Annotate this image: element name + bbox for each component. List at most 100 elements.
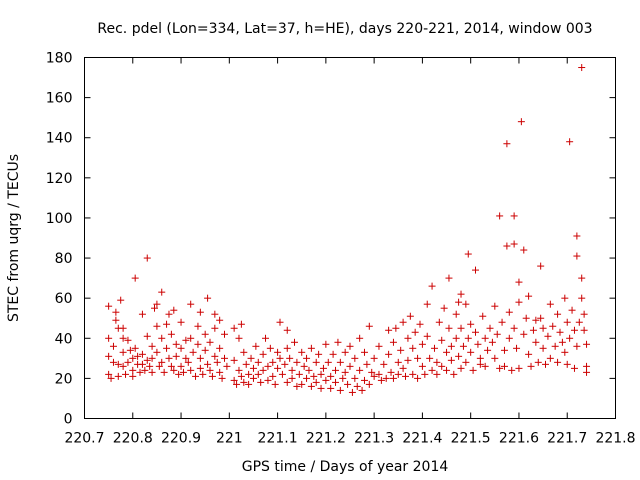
data-point xyxy=(554,358,562,366)
data-point xyxy=(537,262,545,270)
data-point xyxy=(496,212,504,220)
x-axis: 220.7 220.8 220.9 221 221.1 221.2 221.3 221.4 22… xyxy=(64,57,636,447)
data-point xyxy=(481,334,489,342)
data-point xyxy=(170,366,178,374)
data-point xyxy=(426,354,434,362)
data-point xyxy=(206,366,214,374)
data-point xyxy=(216,368,224,376)
data-point xyxy=(423,332,431,340)
data-point xyxy=(532,338,540,346)
data-point xyxy=(580,310,588,318)
data-point xyxy=(472,328,480,336)
data-point xyxy=(213,358,221,366)
data-point xyxy=(281,360,289,368)
data-point xyxy=(542,360,550,368)
plot-frame xyxy=(84,57,616,419)
data-point xyxy=(539,344,547,352)
data-point xyxy=(146,362,154,370)
data-point xyxy=(163,344,171,352)
data-point xyxy=(505,308,513,316)
data-point xyxy=(544,332,552,340)
data-point xyxy=(264,362,272,370)
data-point xyxy=(583,340,591,348)
data-point xyxy=(534,358,542,366)
data-point xyxy=(276,318,284,326)
data-point xyxy=(131,274,139,282)
data-point xyxy=(515,298,523,306)
data-point xyxy=(360,376,368,384)
data-point xyxy=(138,350,146,358)
data-point xyxy=(365,322,373,330)
data-point xyxy=(387,368,395,376)
data-point xyxy=(182,336,190,344)
data-point xyxy=(114,372,122,380)
data-point xyxy=(252,342,260,350)
x-tick-label: 220.8 xyxy=(113,431,153,447)
data-point xyxy=(549,322,557,330)
data-point xyxy=(433,358,441,366)
data-point xyxy=(385,350,393,358)
data-point xyxy=(122,370,130,378)
data-point xyxy=(351,374,359,382)
data-point xyxy=(117,296,125,304)
data-point xyxy=(332,366,340,374)
x-tick-label: 220.7 xyxy=(64,431,104,447)
data-point xyxy=(240,348,248,356)
data-point xyxy=(375,342,383,350)
data-point xyxy=(230,376,238,384)
data-point xyxy=(189,348,197,356)
data-point xyxy=(136,368,144,376)
data-point xyxy=(204,360,212,368)
data-point xyxy=(170,306,178,314)
data-point xyxy=(324,358,332,366)
data-point xyxy=(305,366,313,374)
data-point xyxy=(290,338,298,346)
data-point xyxy=(457,324,465,332)
data-point xyxy=(105,302,113,310)
y-tick-label: 0 xyxy=(64,412,73,428)
data-point xyxy=(107,374,115,382)
data-point xyxy=(312,358,320,366)
data-point xyxy=(445,274,453,282)
data-point xyxy=(336,386,344,394)
data-point xyxy=(235,366,243,374)
data-point xyxy=(537,314,545,322)
data-point xyxy=(402,372,410,380)
data-point xyxy=(194,340,202,348)
data-point xyxy=(112,308,120,316)
data-point xyxy=(447,342,455,350)
data-point xyxy=(109,342,117,350)
data-point xyxy=(148,354,156,362)
data-point xyxy=(249,364,257,372)
data-point xyxy=(558,338,566,346)
data-point xyxy=(119,324,127,332)
data-point xyxy=(370,372,378,380)
data-point xyxy=(288,374,296,382)
data-point xyxy=(269,358,277,366)
data-point xyxy=(394,370,402,378)
data-point xyxy=(187,334,195,342)
data-point xyxy=(573,342,581,350)
data-point xyxy=(472,266,480,274)
data-point xyxy=(522,314,530,322)
data-point xyxy=(317,370,325,378)
data-point xyxy=(134,352,142,360)
data-point xyxy=(303,374,311,382)
data-point xyxy=(346,342,354,350)
data-point xyxy=(529,326,537,334)
data-point xyxy=(580,326,588,334)
data-point xyxy=(496,364,504,372)
data-point xyxy=(254,370,262,378)
data-point xyxy=(406,312,414,320)
data-point xyxy=(356,366,364,374)
data-point xyxy=(201,346,209,354)
data-point xyxy=(235,334,243,342)
data-point xyxy=(148,368,156,376)
data-point xyxy=(293,382,301,390)
data-point xyxy=(105,334,113,342)
data-point xyxy=(143,254,151,262)
data-point xyxy=(443,348,451,356)
data-point xyxy=(411,328,419,336)
data-point xyxy=(452,310,460,318)
